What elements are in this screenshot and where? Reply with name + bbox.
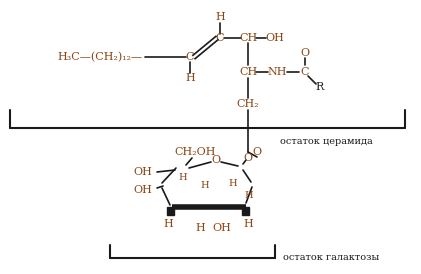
Text: H: H [163, 219, 173, 229]
Text: O: O [243, 153, 253, 163]
Text: H: H [185, 73, 195, 83]
Text: CH₂: CH₂ [237, 99, 259, 109]
Text: OH: OH [133, 167, 152, 177]
Text: CH: CH [239, 33, 257, 43]
Text: OH: OH [133, 185, 152, 195]
Text: CH: CH [239, 67, 257, 77]
Polygon shape [167, 207, 174, 215]
Text: H: H [229, 178, 237, 187]
Text: O: O [211, 155, 221, 165]
Text: OH: OH [266, 33, 285, 43]
Text: H: H [243, 219, 253, 229]
Text: R: R [316, 82, 324, 92]
Text: O: O [301, 48, 309, 58]
Text: C: C [301, 67, 309, 77]
Text: OH: OH [213, 223, 232, 233]
Text: CH₂OH: CH₂OH [174, 147, 216, 157]
Text: H₃C—(CH₂)₁₂—: H₃C—(CH₂)₁₂— [57, 52, 143, 62]
Text: NH: NH [267, 67, 287, 77]
Text: H: H [201, 181, 209, 190]
Text: H: H [215, 12, 225, 22]
Text: H: H [195, 223, 205, 233]
Text: C: C [186, 52, 194, 62]
Text: H: H [179, 173, 187, 182]
Polygon shape [242, 207, 249, 215]
Text: H: H [245, 192, 253, 201]
Text: остаток галактозы: остаток галактозы [283, 253, 379, 262]
Text: O: O [253, 147, 261, 157]
Text: C: C [216, 33, 224, 43]
Text: остаток церамида: остаток церамида [280, 138, 373, 147]
